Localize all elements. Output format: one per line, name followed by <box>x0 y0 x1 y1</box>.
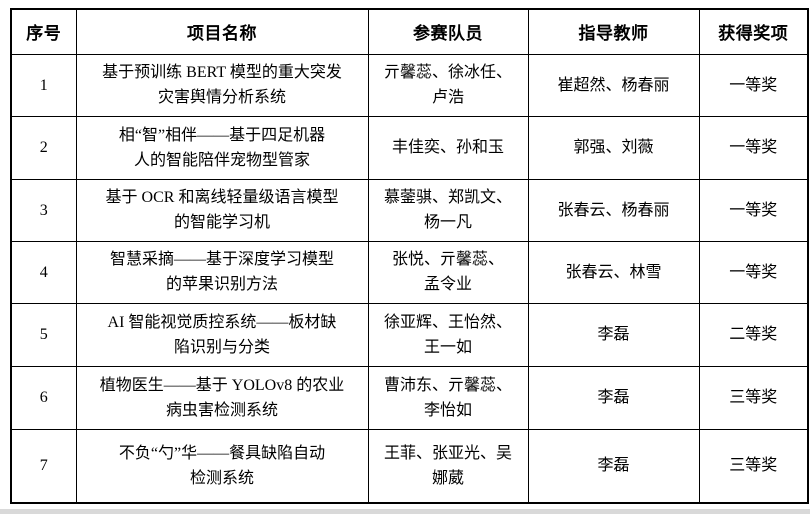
table-row: 7 不负“勺”华——餐具缺陷自动 检测系统 王菲、张亚光、吴 娜葳 李磊 三等奖 <box>10 428 809 504</box>
row-number-cell: 3 <box>10 178 77 242</box>
award-cell: 一等奖 <box>698 240 809 304</box>
advisors-cell: 李磊 <box>527 365 700 430</box>
table-row: 3 基于 OCR 和离线轻量级语言模型 的智能学习机 慕蓥骐、郑凯文、 杨一凡 … <box>10 178 809 242</box>
award-cell: 三等奖 <box>698 428 809 504</box>
table-row: 5 AI 智能视觉质控系统——板材缺 陷识别与分类 徐亚辉、王怡然、 王一如 李… <box>10 302 809 367</box>
project-name-cell: 不负“勺”华——餐具缺陷自动 检测系统 <box>75 428 369 504</box>
advisors-cell: 张春云、杨春丽 <box>527 178 700 242</box>
team-members-cell: 曹沛东、亓馨蕊、 李怡如 <box>367 365 529 430</box>
project-name-cell: 基于 OCR 和离线轻量级语言模型 的智能学习机 <box>75 178 369 242</box>
row-number-cell: 2 <box>10 115 77 180</box>
row-number-cell: 5 <box>10 302 77 367</box>
row-number-cell: 7 <box>10 428 77 504</box>
advisors-cell: 郭强、刘薇 <box>527 115 700 180</box>
award-cell: 一等奖 <box>698 53 809 117</box>
header-award: 获得奖项 <box>698 8 809 55</box>
table-row: 1 基于预训练 BERT 模型的重大突发 灾害舆情分析系统 亓馨蕊、徐冰任、 卢… <box>10 53 809 117</box>
project-name-cell: 相“智”相伴——基于四足机器 人的智能陪伴宠物型管家 <box>75 115 369 180</box>
table-row: 2 相“智”相伴——基于四足机器 人的智能陪伴宠物型管家 丰佳奕、孙和玉 郭强、… <box>10 115 809 180</box>
team-members-cell: 丰佳奕、孙和玉 <box>367 115 529 180</box>
row-number-cell: 4 <box>10 240 77 304</box>
team-members-cell: 亓馨蕊、徐冰任、 卢浩 <box>367 53 529 117</box>
advisors-cell: 张春云、林雪 <box>527 240 700 304</box>
team-members-cell: 王菲、张亚光、吴 娜葳 <box>367 428 529 504</box>
award-cell: 一等奖 <box>698 115 809 180</box>
project-name-cell: 植物医生——基于 YOLOv8 的农业 病虫害检测系统 <box>75 365 369 430</box>
table-row: 4 智慧采摘——基于深度学习模型 的苹果识别方法 张悦、亓馨蕊、 孟令业 张春云… <box>10 240 809 304</box>
team-members-cell: 徐亚辉、王怡然、 王一如 <box>367 302 529 367</box>
table-row: 6 植物医生——基于 YOLOv8 的农业 病虫害检测系统 曹沛东、亓馨蕊、 李… <box>10 365 809 430</box>
project-name-cell: AI 智能视觉质控系统——板材缺 陷识别与分类 <box>75 302 369 367</box>
row-number-cell: 6 <box>10 365 77 430</box>
team-members-cell: 慕蓥骐、郑凯文、 杨一凡 <box>367 178 529 242</box>
award-cell: 二等奖 <box>698 302 809 367</box>
header-project-name: 项目名称 <box>75 8 369 55</box>
advisors-cell: 李磊 <box>527 428 700 504</box>
header-row: 序号 项目名称 参赛队员 指导教师 获得奖项 <box>10 8 809 55</box>
team-members-cell: 张悦、亓馨蕊、 孟令业 <box>367 240 529 304</box>
awards-table: 序号 项目名称 参赛队员 指导教师 获得奖项 1 基于预训练 BERT 模型的重… <box>10 8 809 504</box>
page-bottom-edge <box>0 509 810 514</box>
award-cell: 三等奖 <box>698 365 809 430</box>
advisors-cell: 崔超然、杨春丽 <box>527 53 700 117</box>
advisors-cell: 李磊 <box>527 302 700 367</box>
header-serial-number: 序号 <box>10 8 77 55</box>
row-number-cell: 1 <box>10 53 77 117</box>
header-team-members: 参赛队员 <box>367 8 529 55</box>
project-name-cell: 基于预训练 BERT 模型的重大突发 灾害舆情分析系统 <box>75 53 369 117</box>
header-advisors: 指导教师 <box>527 8 700 55</box>
project-name-cell: 智慧采摘——基于深度学习模型 的苹果识别方法 <box>75 240 369 304</box>
award-cell: 一等奖 <box>698 178 809 242</box>
